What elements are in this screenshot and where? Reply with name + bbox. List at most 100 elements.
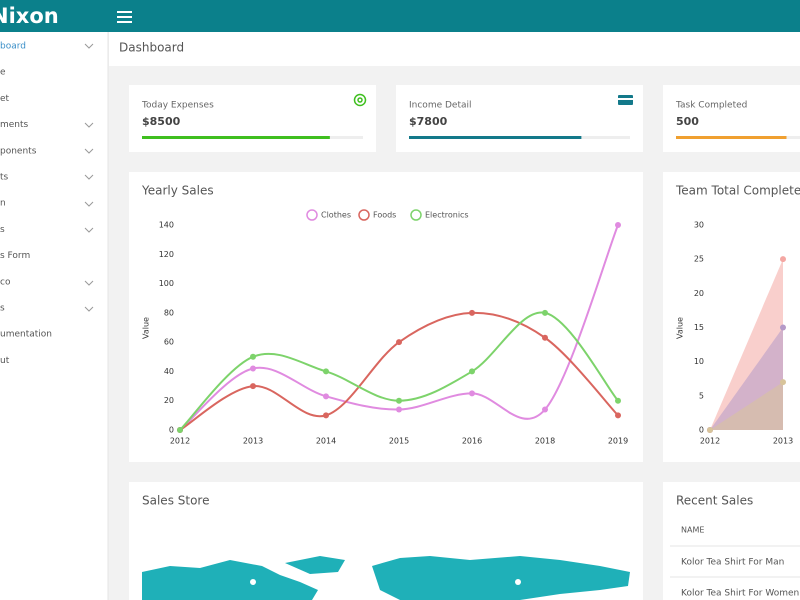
chart-panel [129,172,643,462]
progress-bar [142,136,330,139]
point [542,334,548,341]
legend-marker [358,209,370,221]
card-title: Today Expenses [141,101,214,111]
sidebar-item: s [0,225,5,235]
chart-title: Yearly Sales [141,184,214,198]
area [710,382,783,430]
menu-button[interactable] [117,11,132,23]
point [707,427,713,433]
point [615,222,621,228]
point [396,339,402,346]
x-tick-label: 2016 [462,437,482,446]
legend-label: Clothes [321,211,351,220]
table-cell: Kolor Tea Shirt For Women [681,589,799,599]
legend-marker [306,209,318,221]
point [323,412,329,419]
point [396,406,402,413]
x-tick-label: 2019 [608,437,628,446]
point [396,397,402,404]
sidebar-item: co [0,277,11,287]
point [250,365,256,372]
legend-label: Electronics [425,211,469,220]
card-title: Task Completed [675,101,747,111]
y-tick-label: 25 [694,255,704,264]
point [780,379,786,386]
y-axis-label: Value [676,317,685,339]
point [250,383,256,390]
sidebar [0,32,108,600]
progress-bar [676,136,787,139]
x-tick-label: 2018 [535,437,555,446]
y-tick-label: 80 [164,308,174,317]
y-tick-label: 0 [169,426,174,435]
sidebar-item: ments [0,120,29,130]
sidebar-item: ponents [0,146,37,156]
point [780,324,786,331]
sidebar-item: e [0,68,6,78]
sidebar-item: s Form [0,251,30,261]
table-header: NAME [681,526,704,535]
point [323,368,329,375]
progress-bar [409,136,582,139]
x-tick-label: 2013 [773,437,793,446]
sidebar-item: board [0,42,26,52]
card-panel [396,85,643,152]
point [469,309,475,316]
point [323,393,329,400]
y-tick-label: 30 [694,221,704,230]
y-tick-label: 20 [164,396,174,405]
card-value: $8500 [142,115,181,128]
x-tick-label: 2012 [700,437,720,446]
point [250,353,256,360]
y-tick-label: 120 [159,250,174,259]
y-tick-label: 20 [694,289,704,298]
y-tick-label: 140 [159,221,174,230]
table-cell: Kolor Tea Shirt For Man [681,558,784,568]
sidebar-item: umentation [0,330,52,340]
sidebar-item: et [0,94,10,104]
card-value: $7800 [409,115,448,128]
sidebar-item: n [0,199,6,209]
breadcrumb: Dashboard [119,41,184,55]
y-tick-label: 100 [159,279,174,288]
card-icon [618,95,633,105]
point [542,406,548,413]
card-panel [129,85,376,152]
legend-label: Foods [373,211,396,220]
y-tick-label: 15 [694,323,704,332]
map-marker [515,579,521,585]
x-tick-label: 2013 [243,437,263,446]
y-tick-label: 60 [164,338,174,347]
world-map [142,556,630,600]
sidebar-item: ts [0,173,9,183]
sidebar-item: s [0,304,5,314]
breadcrumb-bar [109,32,800,66]
legend-marker [410,209,422,221]
y-tick-label: 40 [164,367,174,376]
map-marker [250,579,256,585]
x-tick-label: 2012 [170,437,190,446]
point [469,368,475,375]
sidebar-item: ut [0,356,10,366]
card-title: Income Detail [409,101,472,111]
x-tick-label: 2015 [389,437,409,446]
point [177,427,183,433]
logo: Nixon [0,4,59,28]
y-tick-label: 0 [699,426,704,435]
card-value: 500 [676,115,699,128]
point [469,390,475,397]
panel-title: Sales Store [142,494,209,508]
panel-title: Recent Sales [676,494,753,508]
y-tick-label: 10 [694,357,704,366]
chevrons [84,43,94,312]
y-axis-label: Value [142,317,151,339]
card-panel [663,85,800,152]
target-icon [353,93,367,107]
point [615,397,621,404]
point [780,256,786,263]
x-tick-label: 2014 [316,437,336,446]
table-panel [663,482,800,600]
point [615,412,621,419]
